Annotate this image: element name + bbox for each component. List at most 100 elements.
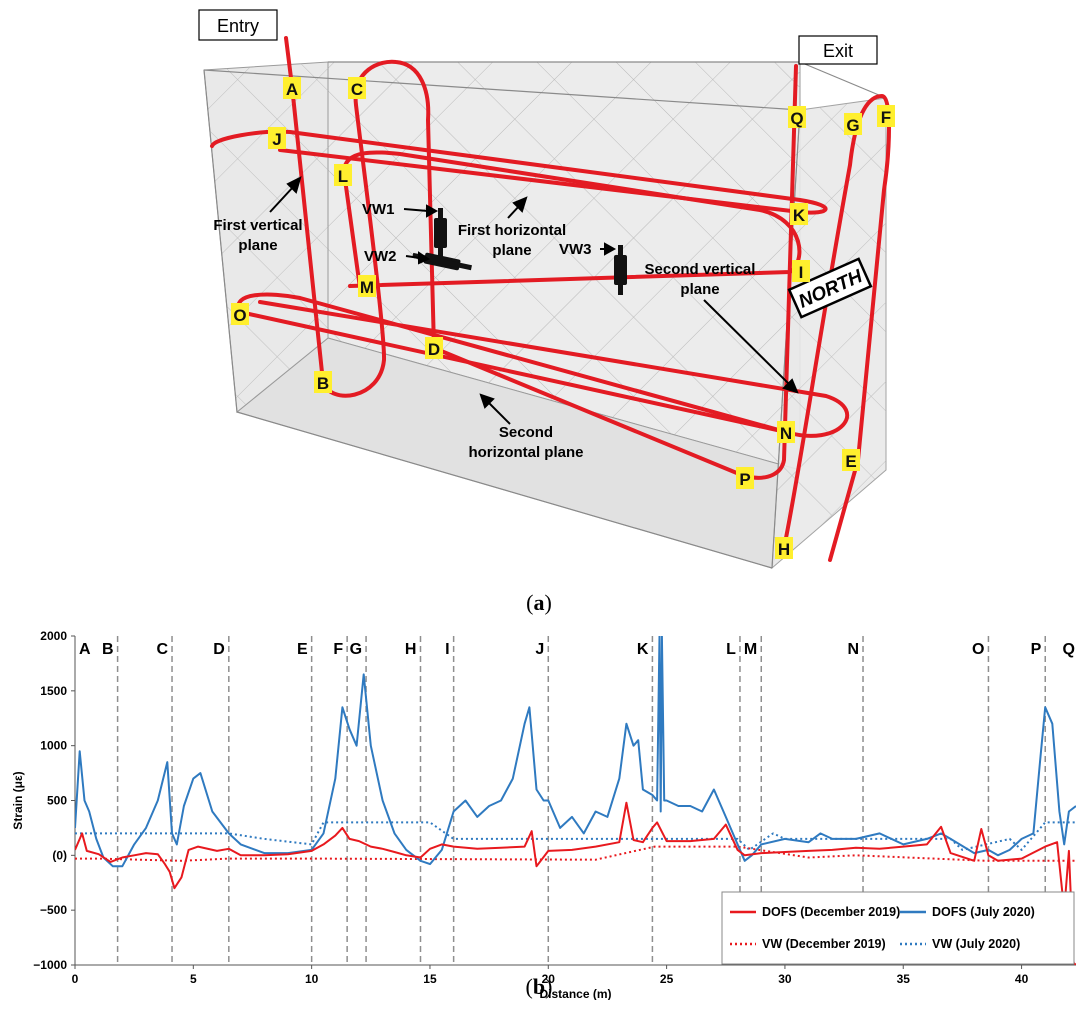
y-tick-label: 500	[47, 794, 67, 808]
svg-text:C: C	[351, 80, 363, 99]
y-tick-label: −1000	[33, 958, 67, 972]
section-marker-label-f: F	[333, 641, 343, 658]
point-label-n: N	[777, 421, 795, 443]
section-marker-label-c: C	[156, 641, 168, 658]
svg-text:I: I	[799, 263, 804, 282]
section-marker-label-q: Q	[1063, 641, 1075, 658]
x-tick-label: 40	[1015, 972, 1029, 986]
second-vertical-plane-label-line2: plane	[680, 281, 719, 298]
x-tick-label: 15	[423, 972, 437, 986]
entry-label: Entry	[217, 16, 259, 36]
point-label-j: J	[268, 127, 286, 149]
svg-text:J: J	[272, 130, 281, 149]
section-marker-label-n: N	[847, 641, 859, 658]
point-label-f: F	[877, 105, 895, 127]
svg-text:H: H	[778, 540, 790, 559]
vw2-arrowhead	[418, 251, 431, 265]
box-edge	[236, 411, 773, 569]
section-marker-label-l: L	[726, 641, 736, 658]
y-tick-label: 1500	[40, 684, 67, 698]
point-label-e: E	[842, 449, 860, 471]
exit-box	[798, 35, 878, 65]
svg-text:P: P	[739, 470, 750, 489]
svg-text:F: F	[881, 108, 891, 127]
point-label-g: G	[844, 113, 862, 135]
section-marker-label-h: H	[405, 641, 417, 658]
fibre-segment-h-e-g	[782, 94, 891, 562]
chart-legend: DOFS (December 2019) DOFS (July 2020) VW (…	[721, 891, 1075, 965]
series-line-0	[75, 801, 1076, 965]
first-horizontal-plane-label-line1: First horizontal	[458, 222, 566, 239]
vw2-arrow	[405, 255, 421, 259]
point-label-h: H	[775, 537, 793, 559]
box-back-face-grid	[328, 62, 800, 470]
svg-text:A: A	[286, 80, 298, 99]
svg-text:O: O	[233, 306, 246, 325]
x-tick-label: 30	[778, 972, 792, 986]
first-horizontal-plane-label-line2: plane	[492, 242, 531, 259]
point-label-m: M	[358, 275, 376, 297]
point-label-c: C	[348, 77, 366, 99]
box-edge	[203, 69, 801, 111]
y-axis-title: Strain (με)	[11, 771, 25, 829]
vw1-sensor-icon	[434, 208, 447, 260]
legend-label-2: VW (December 2019)	[762, 937, 886, 951]
point-label-q: Q	[788, 106, 806, 128]
section-marker-label-j: J	[535, 641, 544, 658]
vw2-sensor-icon	[412, 252, 472, 271]
svg-text:E: E	[845, 452, 856, 471]
exit-label: Exit	[823, 41, 853, 61]
section-marker-label-p: P	[1031, 641, 1042, 658]
second-vertical-plane-label-line1: Second vertical	[645, 261, 756, 278]
section-marker-label-m: M	[744, 641, 757, 658]
first-vertical-plane-arrowhead	[286, 176, 302, 194]
svg-text:G: G	[846, 116, 859, 135]
section-marker-label-a: A	[79, 641, 91, 658]
section-marker-label-k: K	[637, 641, 649, 658]
entry-box	[198, 9, 278, 41]
point-label-b: B	[314, 371, 332, 393]
point-label-l: L	[334, 164, 352, 186]
second-horizontal-plane-label-line2: horizontal plane	[468, 444, 583, 461]
section-marker-label-d: D	[213, 641, 225, 658]
point-labels: A B C D E F G H I J K L M N O P Q	[231, 77, 895, 559]
point-label-o: O	[231, 303, 249, 325]
series-line-2	[75, 845, 1076, 862]
box-edge	[203, 69, 238, 413]
legend-label-3: VW (July 2020)	[932, 937, 1020, 951]
legend-label-1: DOFS (July 2020)	[932, 905, 1035, 919]
section-marker-label-b: B	[102, 641, 114, 658]
figure-b-caption: (b)	[525, 974, 553, 999]
vw1-label: VW1	[362, 201, 395, 218]
second-horizontal-plane-arrow	[487, 401, 511, 425]
vw3-sensor-icon	[614, 245, 627, 295]
svg-text:Q: Q	[790, 109, 803, 128]
svg-text:N: N	[780, 424, 792, 443]
fibre-segment-d-p	[432, 346, 746, 478]
point-label-k: K	[790, 203, 808, 225]
point-label-d: D	[425, 337, 443, 359]
point-label-p: P	[736, 467, 754, 489]
x-tick-label: 5	[190, 972, 197, 986]
second-horizontal-plane-arrowhead	[479, 393, 495, 409]
fibre-loop-b-c	[321, 59, 436, 398]
y-tick-label: −500	[40, 903, 67, 917]
vw2-label: VW2	[364, 248, 397, 265]
first-vertical-plane-arrow	[269, 185, 295, 213]
series-line-1	[75, 636, 1076, 868]
y-tick-label: (0)	[52, 848, 67, 862]
x-axis-title: Distance (m)	[539, 987, 611, 1000]
svg-text:L: L	[338, 167, 348, 186]
strain-chart: 2000 1500 1000 500 (0) −500 −1000 0 5 10 15 20 25 30 3…	[11, 629, 1076, 1000]
x-tick-label: 35	[897, 972, 911, 986]
svg-text:B: B	[317, 374, 329, 393]
svg-text:K: K	[793, 206, 806, 225]
second-vertical-plane-arrowhead	[782, 378, 799, 394]
x-tick-label: 20	[542, 972, 556, 986]
figure-a-diagram: Entry Exit NORTH VW1 VW2 VW3 First verti…	[198, 9, 895, 570]
fibre-loop-j-k	[210, 129, 828, 215]
section-marker-label-g: G	[350, 641, 362, 658]
vw3-arrowhead	[604, 242, 617, 256]
vw1-arrow	[403, 208, 429, 212]
y-tick-label: 1000	[40, 739, 67, 753]
